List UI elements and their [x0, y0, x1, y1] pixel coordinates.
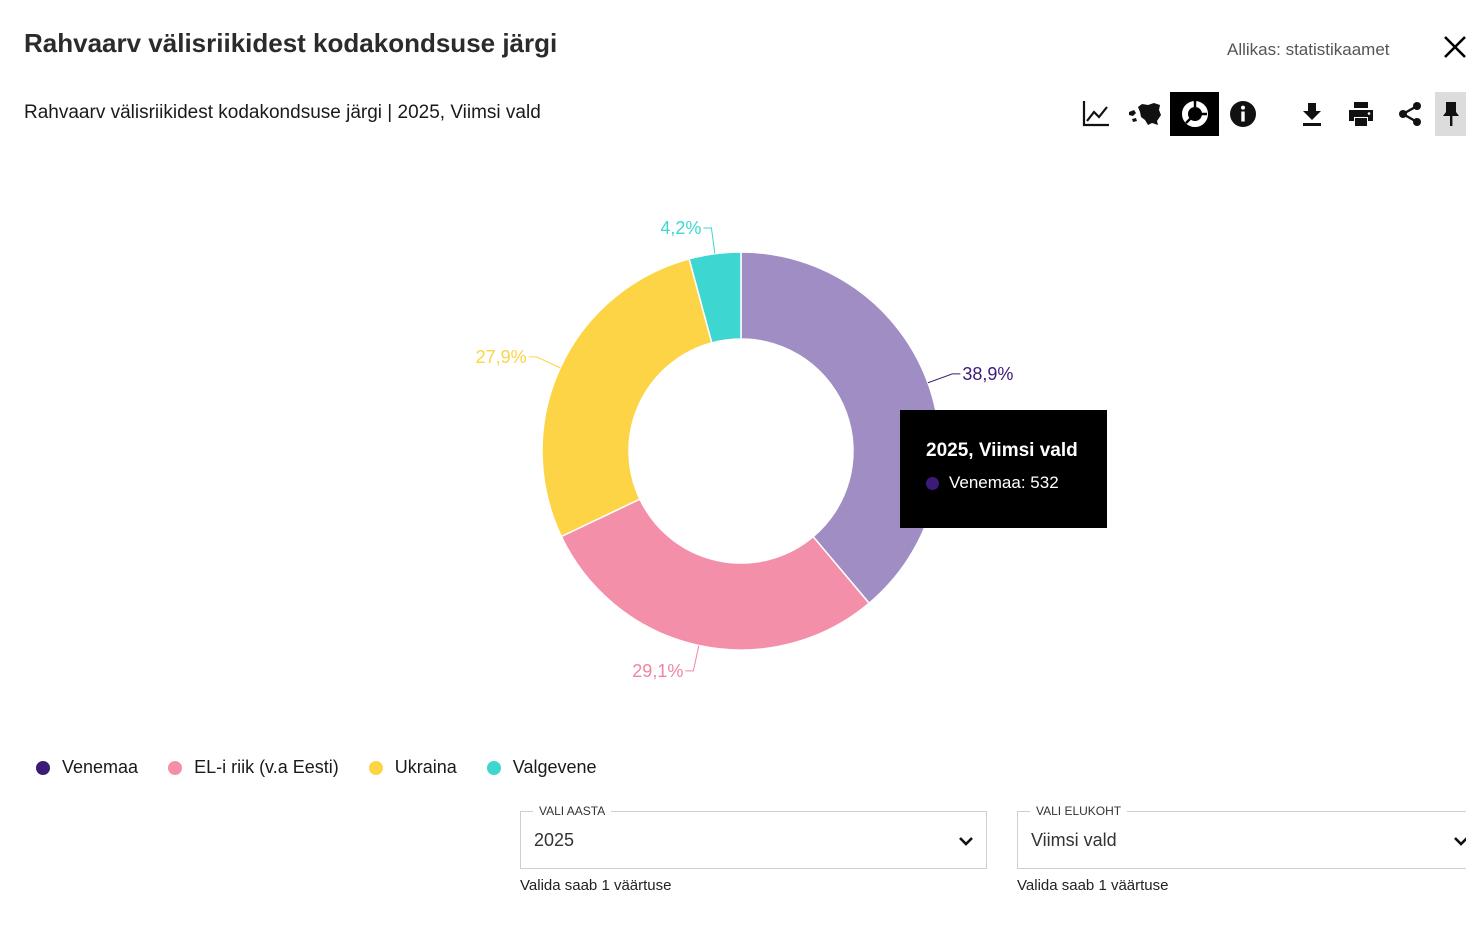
place-select-label: VALI ELUKOHT: [1030, 804, 1128, 818]
donut-chart-button[interactable]: [1170, 92, 1219, 136]
download-icon: [1303, 103, 1321, 126]
data-label-ukraina: 27,9%: [476, 347, 527, 367]
legend-label: EL-i riik (v.a Eesti): [194, 757, 339, 777]
info-button[interactable]: [1223, 92, 1263, 136]
share-button[interactable]: [1391, 92, 1429, 136]
tooltip-value: Venemaa: 532: [949, 473, 1059, 492]
share-icon: [1399, 102, 1421, 126]
legend-label: Valgevene: [512, 757, 597, 777]
pin-button[interactable]: [1435, 92, 1466, 136]
legend-dot: [486, 760, 501, 775]
chart-legend: Venemaa EL-i riik (v.a Eesti) Ukraina Valge…: [36, 757, 627, 778]
data-label-el-i-riik-v-a-eesti: 29,1%: [632, 661, 683, 681]
tooltip-series-dot: [926, 476, 939, 490]
map-button[interactable]: [1123, 92, 1167, 136]
pin-icon: [1442, 102, 1459, 126]
year-select-label: VALI AASTA: [533, 804, 612, 818]
slice-ukraina[interactable]: [541, 257, 713, 538]
print-button[interactable]: [1341, 92, 1381, 136]
label-connector-venemaa: [927, 373, 961, 384]
label-connector-el-i-riik-v-a-eesti: [685, 645, 700, 672]
slice-venemaa[interactable]: [740, 251, 941, 605]
data-label-venemaa: 38,9%: [962, 364, 1013, 384]
legend-dot: [168, 760, 183, 775]
place-select-value: Viimsi vald: [1031, 830, 1117, 850]
year-select[interactable]: VALI AASTA 2025: [520, 804, 987, 869]
label-connector-ukraina: [528, 356, 561, 369]
line-chart-icon: [1082, 101, 1109, 127]
chart-subtitle: Rahvaarv välisriikidest kodakondsuse jär…: [24, 102, 541, 123]
legend-dot: [36, 760, 50, 775]
legend-label: Venemaa: [62, 757, 139, 777]
legend-item-venemaa[interactable]: Venemaa: [36, 757, 138, 778]
source-text: Allikas: statistikaamet: [1227, 40, 1390, 59]
estonia-map-icon: [1129, 103, 1161, 125]
legend-item-ukraina[interactable]: Ukraina: [368, 757, 457, 778]
legend-item-valgevene[interactable]: Valgevene: [486, 757, 597, 778]
close-button[interactable]: [1440, 32, 1466, 62]
donut-chart: 38,9% 29,1% 27,9% 4,2%: [476, 218, 1014, 681]
place-select-hint: Valida saab 1 väärtuse: [1017, 877, 1169, 894]
download-button[interactable]: [1293, 92, 1331, 136]
slice-valgevene[interactable]: [688, 251, 742, 344]
legend-item-el-i-riik-v-a-eesti[interactable]: EL-i riik (v.a Eesti): [168, 757, 339, 778]
label-connector-valgevene: [703, 227, 716, 254]
chevron-down-icon: [1454, 837, 1466, 846]
legend-dot: [368, 760, 383, 775]
slice-el-i-riik-v-a-eesti[interactable]: [560, 498, 871, 651]
print-icon: [1349, 102, 1373, 126]
donut-chart-icon: [1181, 100, 1208, 127]
year-select-value: 2025: [534, 830, 575, 850]
legend-label: Ukraina: [394, 757, 457, 777]
tooltip-title: 2025, Viimsi vald: [926, 440, 1078, 461]
chevron-down-icon: [959, 837, 973, 846]
tooltip-row: Venemaa: 532: [926, 473, 1107, 493]
chart-tooltip: 2025, Viimsi vald Venemaa: 532: [900, 410, 1107, 528]
close-icon: [1444, 36, 1466, 58]
page-title: Rahvaarv välisriikidest kodakondsuse jär…: [24, 28, 558, 58]
year-select-hint: Valida saab 1 väärtuse: [520, 877, 672, 894]
line-chart-button[interactable]: [1075, 92, 1117, 136]
place-select[interactable]: VALI ELUKOHT Viimsi vald: [1017, 804, 1466, 869]
data-label-valgevene: 4,2%: [660, 218, 701, 238]
info-icon: [1230, 101, 1256, 127]
